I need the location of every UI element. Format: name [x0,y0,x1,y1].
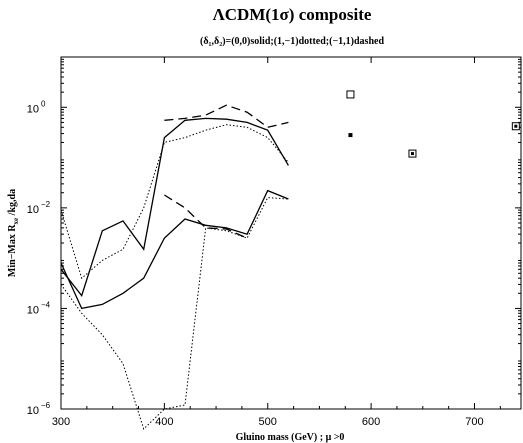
x-axis-label: Gluino mass (GeV) ; μ >0 [236,432,345,443]
data-point-marker [348,133,353,138]
y-tick-exponent: −6 [41,401,51,410]
y-tick-label: 10 [27,103,39,115]
series-line-dotted [60,197,289,430]
series-line-dashed [164,194,248,239]
series-group [60,104,289,430]
data-point-marker-center [514,124,518,128]
y-tick-exponent: −2 [41,200,51,209]
y-tick-label: 10 [27,405,39,417]
data-point-marker-center [410,152,414,156]
y-tick-label: 10 [27,304,39,316]
x-tick-label: 400 [155,416,173,428]
y-axis-label: Min−Max Rxe /kg,da [7,189,20,277]
y-tick-exponent: 0 [41,99,46,108]
plot-frame [60,56,522,410]
y-tick-exponent: −4 [41,300,51,309]
chart-subtitle: (δ₁,δ₂)=(0,0)solid;(1,−1)dotted;(−1,1)da… [200,36,384,47]
series-line-solid [60,189,289,310]
data-point-marker [346,90,355,99]
marker-group [346,90,520,158]
series-line-dashed [164,104,289,129]
series-line-dotted [60,124,289,280]
chart-title: ΛCDM(1σ) composite [213,5,372,24]
x-tick-label: 600 [362,416,380,428]
x-tick-label: 300 [52,416,70,428]
x-tick-label: 500 [259,416,277,428]
x-tick-label: 700 [465,416,483,428]
y-tick-label: 10 [27,204,39,216]
series-line-solid [60,117,289,297]
